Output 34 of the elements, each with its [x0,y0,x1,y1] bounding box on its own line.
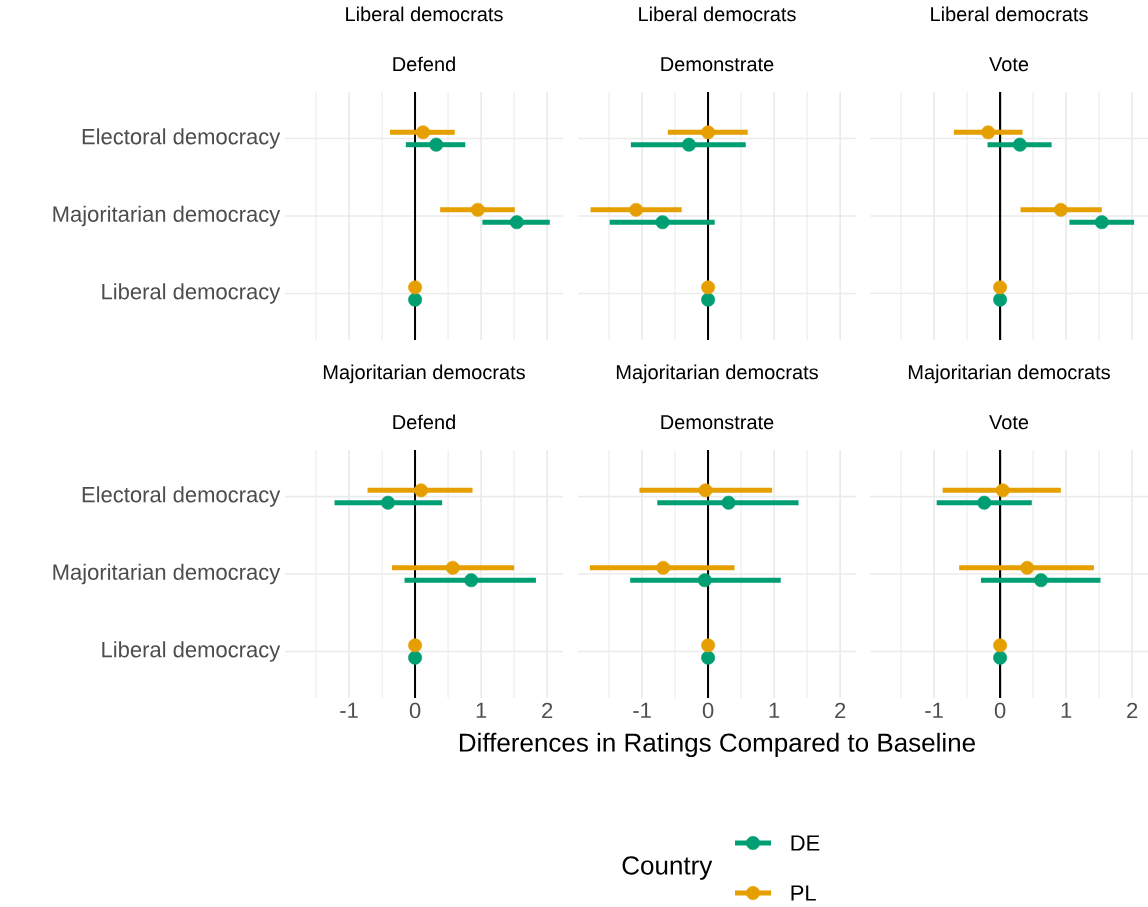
y-tick-label: Majoritarian democracy [53,205,281,227]
chart-title: Liberal democrats [639,6,796,22]
chart-subtitle: Demonstrate [661,57,774,72]
x-tick-label: -1 [633,702,651,718]
chart-subtitle: Defend [393,56,455,72]
chart-title: Majoritarian democrats [616,364,818,384]
y-tick-label: Liberal democracy [102,641,281,662]
chart-title: Liberal democrats [346,6,503,22]
x-axis-title: Differences in Ratings Compared to Baseline [459,732,975,758]
x-tick-label: 1 [476,702,487,718]
legend-label: PL [791,885,816,901]
x-tick-label: 2 [542,702,553,719]
chart-title: Majoritarian democrats [908,364,1110,384]
y-tick-label: Electoral democracy [82,486,281,507]
x-tick-label: 2 [835,702,846,719]
x-tick-label: 0 [994,702,1006,719]
chart-subtitle: Vote [989,415,1029,430]
chart-subtitle: Vote [989,57,1029,72]
x-tick-label: 2 [1127,702,1138,719]
x-tick-label: 0 [702,702,714,719]
x-tick-label: 1 [1061,702,1072,718]
chart-subtitle: Defend [393,414,455,430]
x-tick-label: -1 [925,702,943,718]
legend-title: Country [622,856,713,880]
legend-label: DE [791,835,820,851]
chart-title: Liberal democrats [931,6,1088,22]
chart-subtitle: Demonstrate [661,415,774,430]
y-tick-label: Liberal democracy [102,283,281,304]
x-tick-label: 1 [769,702,780,718]
chart-title: Majoritarian democrats [323,364,525,384]
y-tick-label: Majoritarian democracy [53,563,281,585]
y-tick-label: Electoral democracy [82,128,281,149]
x-tick-label: -1 [340,702,358,718]
x-tick-label: 0 [409,702,421,719]
